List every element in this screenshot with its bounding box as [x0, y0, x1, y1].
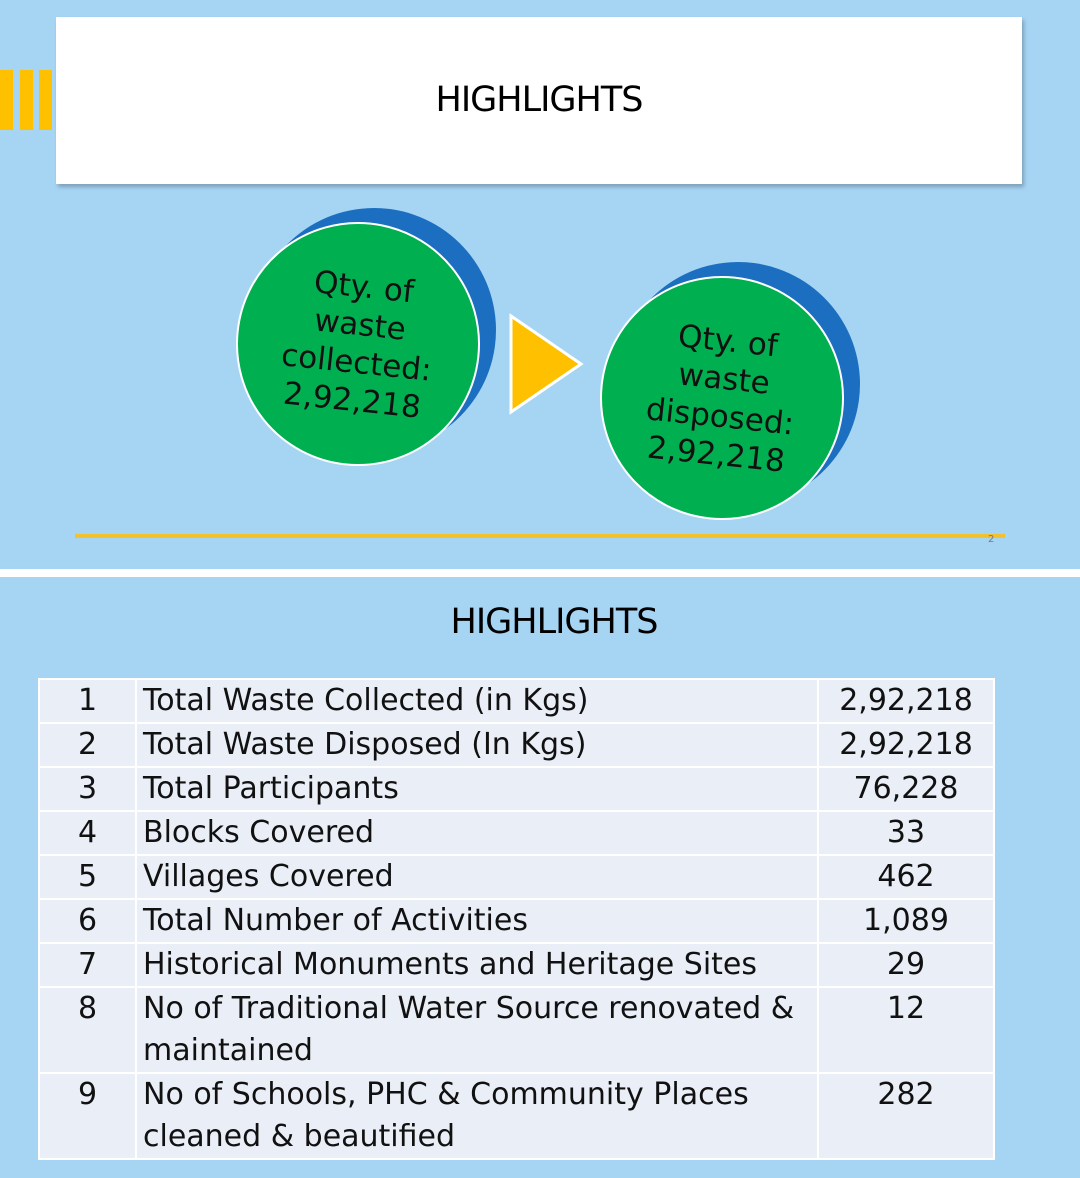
row-label: Total Waste Collected (in Kgs): [135, 678, 819, 724]
row-number: 9: [38, 1072, 137, 1160]
row-number: 7: [38, 942, 137, 988]
row-value: 2,92,218: [817, 722, 995, 768]
row-value: 33: [817, 810, 995, 856]
slide-title: HIGHLIGHTS: [435, 80, 644, 120]
row-value: 282: [817, 1072, 995, 1160]
row-value: 1,089: [817, 898, 995, 944]
table-row: 3 Total Participants 76,228: [38, 766, 995, 812]
table-row: 9 No of Schools, PHC & Community Places c…: [38, 1072, 995, 1160]
row-value: 462: [817, 854, 995, 900]
row-number: 6: [38, 898, 137, 944]
table-row: 4 Blocks Covered 33: [38, 810, 995, 856]
row-number: 5: [38, 854, 137, 900]
row-label: Blocks Covered: [135, 810, 819, 856]
table-row: 2 Total Waste Disposed (In Kgs) 2,92,218: [38, 722, 995, 768]
row-label: Total Participants: [135, 766, 819, 812]
table-row: 8 No of Traditional Water Source renovate…: [38, 986, 995, 1074]
row-value: 12: [817, 986, 995, 1074]
row-number: 2: [38, 722, 137, 768]
row-number: 8: [38, 986, 137, 1074]
decor-bar: [0, 70, 13, 130]
row-label: Total Number of Activities: [135, 898, 819, 944]
row-number: 3: [38, 766, 137, 812]
circle-label: Qty. of waste disposed:: [644, 318, 796, 443]
row-value: 76,228: [817, 766, 995, 812]
row-value: 29: [817, 942, 995, 988]
table-body: 1 Total Waste Collected (in Kgs) 2,92,218 2…: [38, 678, 995, 1160]
slide-separator: [0, 569, 1080, 577]
row-number: 1: [38, 678, 137, 724]
table-row: 7 Historical Monuments and Heritage Sites…: [38, 942, 995, 988]
title-box: HIGHLIGHTS: [56, 17, 1022, 184]
row-label: Historical Monuments and Heritage Sites: [135, 942, 819, 988]
page-number: 2: [988, 534, 995, 545]
table-row: 5 Villages Covered 462: [38, 854, 995, 900]
highlights-table: 1 Total Waste Collected (in Kgs) 2,92,218 2…: [38, 678, 995, 1160]
slide-title: HIGHLIGHTS: [450, 602, 659, 642]
row-label: Villages Covered: [135, 854, 819, 900]
row-number: 4: [38, 810, 137, 856]
row-label: Total Waste Disposed (In Kgs): [135, 722, 819, 768]
row-value: 2,92,218: [817, 678, 995, 724]
table-row: 1 Total Waste Collected (in Kgs) 2,92,218: [38, 678, 995, 724]
row-label: No of Schools, PHC & Community Places cl…: [135, 1072, 819, 1160]
decor-bar: [39, 70, 52, 130]
row-label: No of Traditional Water Source renovated…: [135, 986, 819, 1074]
table-row: 6 Total Number of Activities 1,089: [38, 898, 995, 944]
decor-bar: [20, 70, 33, 130]
arrow: [509, 313, 584, 415]
circle-label: Qty. of waste collected:: [279, 264, 434, 389]
rule: [75, 534, 1005, 538]
